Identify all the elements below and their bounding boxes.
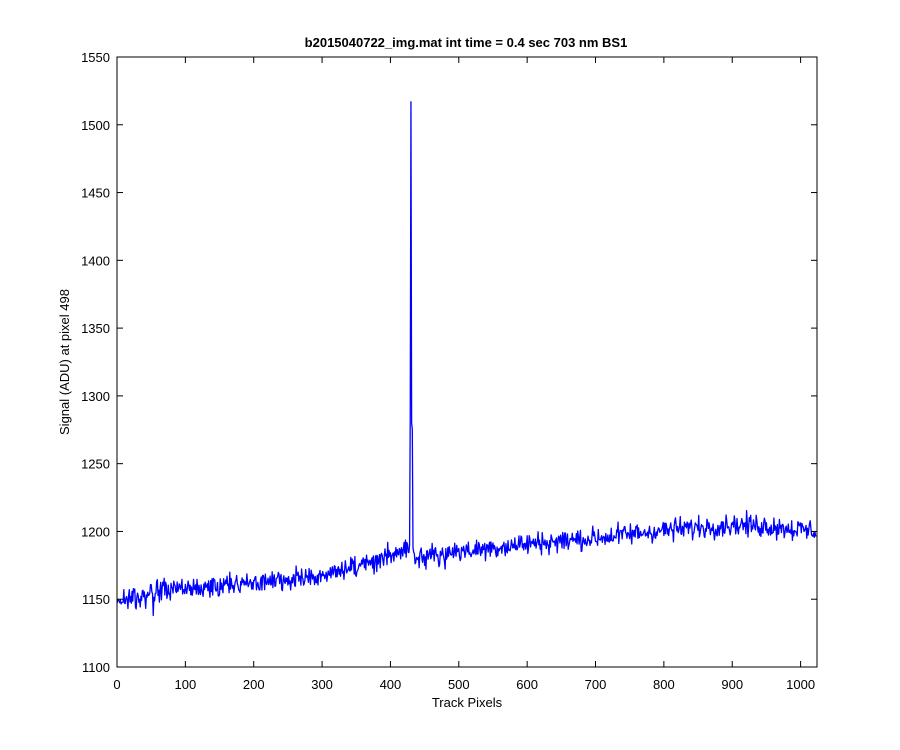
x-tick-label: 1000	[786, 677, 815, 692]
y-tick-label: 1200	[81, 524, 110, 539]
x-tick-label: 400	[380, 677, 402, 692]
series-layer	[116, 101, 817, 617]
y-tick-label: 1400	[81, 253, 110, 268]
y-axis-label: Signal (ADU) at pixel 498	[57, 289, 72, 435]
x-tick-label: 900	[721, 677, 743, 692]
y-tick-label: 1150	[82, 592, 110, 607]
x-axis: 0 100 200 300 400 500 600 700 800 900 1000	[113, 57, 815, 692]
y-tick-label: 1100	[82, 660, 110, 675]
y-tick-label: 1500	[81, 118, 110, 133]
x-tick-label: 500	[448, 677, 470, 692]
x-tick-label: 0	[113, 677, 120, 692]
x-tick-label: 200	[243, 677, 265, 692]
y-tick-label: 1300	[81, 389, 110, 404]
x-tick-label: 700	[585, 677, 607, 692]
y-tick-label: 1250	[81, 457, 110, 472]
x-tick-label: 300	[311, 677, 333, 692]
y-axis: 1100 1150 1200 1250 1300 1350 1400 1450 1500 1550	[81, 50, 817, 675]
x-tick-label: 600	[516, 677, 538, 692]
y-tick-label: 1550	[81, 50, 110, 65]
plot-area-frame	[116, 56, 818, 668]
chart-title: b2015040722_img.mat int time = 0.4 sec 7…	[305, 35, 628, 50]
x-axis-label: Track Pixels	[432, 695, 503, 710]
x-tick-label: 100	[175, 677, 197, 692]
y-tick-label: 1450	[81, 186, 110, 201]
x-tick-label: 800	[653, 677, 675, 692]
signal-series-line	[116, 101, 817, 617]
y-tick-label: 1350	[81, 321, 110, 336]
